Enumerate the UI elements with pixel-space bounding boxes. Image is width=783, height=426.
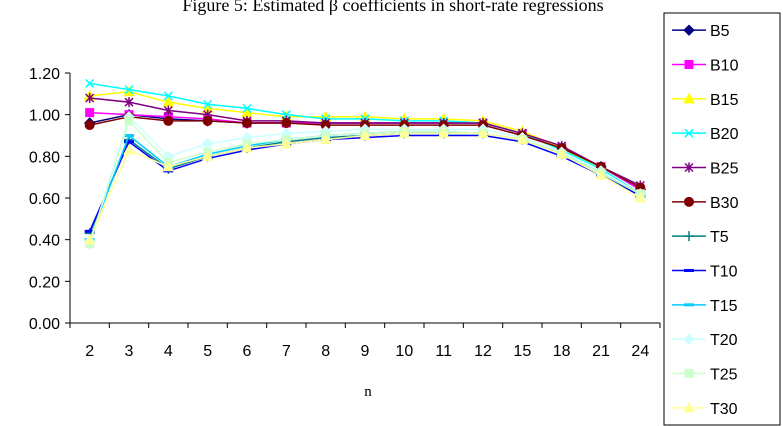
x-tick-label: 24 — [631, 343, 649, 360]
data-point-b25 — [124, 97, 134, 108]
legend-marker-b30 — [684, 196, 694, 207]
y-tick-label: 0.00 — [29, 316, 60, 333]
data-point-t30 — [555, 148, 568, 159]
x-tick-label: 12 — [474, 343, 492, 360]
data-point-t30 — [319, 133, 332, 145]
x-tick-label: 9 — [361, 343, 370, 360]
x-tick-label: 2 — [85, 343, 94, 360]
x-tick-label: 15 — [513, 343, 531, 360]
x-tick-label: 4 — [164, 343, 173, 360]
data-point-t30 — [359, 129, 371, 140]
legend-label-b25: B25 — [710, 161, 739, 178]
data-point-t30 — [280, 137, 293, 149]
data-point-t30 — [595, 169, 607, 180]
legend-label-b20: B20 — [710, 126, 739, 143]
legend-marker-b20 — [684, 128, 694, 138]
legend-marker-b25 — [684, 162, 694, 173]
legend-label-t5: T5 — [710, 229, 729, 246]
legend-marker-t25 — [684, 369, 694, 378]
data-point-b25 — [85, 93, 95, 103]
legend: B5 B10 B15 B20 B25 B30 T5 T10 T15 T20 T25 T30 — [663, 12, 781, 426]
data-point-b10 — [85, 108, 95, 118]
data-point-b20 — [163, 91, 173, 101]
data-point-b30 — [163, 115, 174, 126]
data-point-t30 — [516, 133, 529, 145]
data-point-b30 — [281, 118, 292, 128]
data-point-b20 — [85, 78, 95, 88]
legend-box — [663, 12, 781, 426]
data-point-b30 — [84, 120, 95, 131]
data-point-b30 — [242, 118, 252, 128]
x-axis-label: n — [364, 384, 372, 400]
x-tick-label: 3 — [125, 343, 134, 360]
legend-marker-t5 — [684, 231, 694, 242]
data-point-b20 — [203, 99, 213, 109]
x-tick-label: 8 — [321, 343, 330, 360]
data-point-t30 — [241, 141, 253, 153]
data-point-t20 — [201, 138, 214, 150]
legend-label-b15: B15 — [710, 92, 739, 109]
x-tick-label: 6 — [243, 343, 252, 360]
data-point-b25 — [163, 105, 173, 116]
data-point-t30 — [162, 160, 175, 172]
y-tick-label: 0.40 — [29, 233, 60, 250]
y-tick-label: 0.60 — [29, 191, 60, 208]
data-point-b20 — [124, 85, 134, 95]
data-point-b20 — [242, 103, 252, 113]
legend-label-b30: B30 — [710, 195, 739, 212]
chart-title: Figure 5: Estimated β coefficients in sh… — [182, 0, 603, 15]
data-point-b15 — [123, 85, 135, 97]
y-tick-label: 1.20 — [29, 66, 60, 83]
x-tick-label: 10 — [395, 343, 413, 360]
legend-label-t25: T25 — [710, 367, 738, 384]
y-tick-label: 0.80 — [29, 149, 60, 166]
y-tick-label: 0.20 — [29, 274, 60, 291]
data-point-t30 — [398, 127, 411, 138]
data-point-t30 — [83, 233, 96, 245]
x-tick-label: 18 — [553, 343, 571, 360]
legend-marker-b10 — [684, 60, 694, 69]
data-point-t30 — [201, 150, 214, 161]
data-point-t25 — [124, 116, 134, 126]
legend-label-t15: T15 — [710, 298, 738, 315]
legend-marker-t30 — [683, 401, 695, 413]
x-tick-label: 21 — [592, 343, 610, 360]
data-point-t30 — [437, 127, 450, 138]
legend-label-b5: B5 — [710, 23, 730, 40]
data-point-t30 — [634, 191, 647, 203]
legend-label-b10: B10 — [710, 58, 739, 75]
legend-label-t10: T10 — [710, 264, 738, 281]
legend-label-t30: T30 — [710, 401, 738, 418]
legend-marker-b5 — [683, 24, 695, 36]
plot-area: 0.00 0.20 0.40 0.60 0.80 1.00 1.20 2 3 4 5 6 7 8 9 10 11… — [29, 66, 661, 360]
data-point-t30 — [477, 127, 489, 138]
data-point-b30 — [202, 115, 213, 126]
y-tick-label: 1.00 — [29, 108, 60, 125]
x-tick-label: 11 — [435, 343, 452, 360]
x-tick-label: 5 — [203, 343, 212, 360]
data-point-t30 — [123, 144, 135, 155]
legend-marker-t20 — [683, 333, 695, 345]
legend-marker-b15 — [683, 92, 695, 104]
legend-label-t20: T20 — [710, 332, 738, 349]
x-tick-label: 7 — [282, 343, 291, 360]
